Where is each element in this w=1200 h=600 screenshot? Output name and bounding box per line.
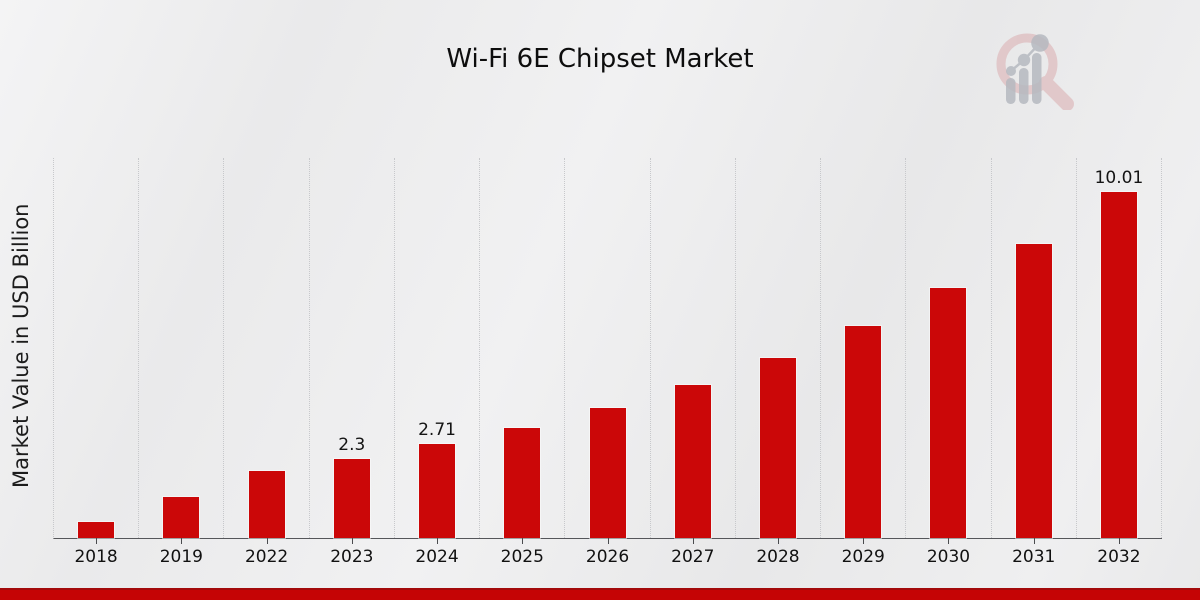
x-tick-label-2031: 2031 [1012, 547, 1056, 567]
chart-title: Wi-Fi 6E Chipset Market [446, 44, 754, 74]
x-tick-label-2022: 2022 [244, 547, 289, 567]
x-tick-label-2030: 2030 [926, 547, 971, 567]
category-slot-2028: 2028 [736, 158, 822, 567]
x-tick-label-2023: 2023 [330, 547, 374, 567]
bar-2027 [674, 385, 711, 538]
category-slot-2032: 10.01 2032 [1077, 158, 1163, 567]
footer-accent-bar [0, 588, 1200, 600]
x-tick-label-2032: 2032 [1097, 547, 1141, 567]
bar-2026 [589, 408, 626, 538]
x-axis-tick-2026 [607, 538, 609, 544]
category-slot-2024: 2.71 2024 [395, 158, 481, 567]
logo-bar-large [1032, 53, 1042, 104]
x-axis-tick-2025 [522, 538, 524, 544]
x-axis-tick-2028 [777, 538, 779, 544]
bar-2024: 2.71 [418, 420, 456, 538]
bar-2025 [504, 428, 541, 538]
x-axis-tick-2018 [96, 538, 98, 544]
logo-bar-small [1006, 78, 1016, 104]
x-tick-label-2027: 2027 [671, 547, 715, 567]
bar-2032: 10.01 [1095, 168, 1143, 538]
logo-bar-medium [1019, 68, 1029, 104]
x-axis-tick-2032 [1118, 538, 1120, 544]
category-slot-2031: 2031 [992, 158, 1077, 567]
x-axis-tick-2027 [692, 538, 694, 544]
category-slot-2019: 2019 [139, 158, 225, 567]
bar-2029 [845, 326, 882, 538]
category-slot-2026: 2026 [565, 158, 651, 567]
x-tick-label-2024: 2024 [415, 547, 459, 567]
x-tick-label-2025: 2025 [500, 547, 544, 567]
bar-2022 [248, 471, 285, 538]
bar-value-label-2024: 2.71 [418, 420, 456, 440]
x-axis-tick-2029 [863, 538, 865, 544]
x-tick-label-2028: 2028 [756, 547, 800, 567]
category-slot-2025: 2025 [480, 158, 566, 567]
category-slot-2018: 2018 [54, 158, 140, 567]
category-slot-2027: 2027 [651, 158, 736, 567]
bar-2018 [78, 522, 115, 538]
category-slot-2022: 2022 [224, 158, 310, 567]
bar-2031 [1015, 244, 1052, 538]
bar-2030 [930, 288, 967, 538]
category-slot-2023: 2.3 2023 [310, 158, 395, 567]
logo-dot-small [1006, 66, 1016, 76]
y-axis-label: Market Value in USD Billion [9, 203, 33, 489]
bar-value-label-2023: 2.3 [338, 435, 366, 455]
bar-trend-icon [1006, 34, 1049, 104]
logo-dot-medium [1017, 53, 1031, 67]
bar-value-label-2032: 10.01 [1094, 168, 1144, 188]
x-axis-tick-2022 [266, 538, 268, 544]
mrfr-logo-watermark [996, 33, 1074, 110]
magnifier-handle [1039, 76, 1074, 110]
plot-area: 2018 2019 2022 2.3 2023 2.71 2024 2025 2026 2027 2… [53, 158, 1163, 567]
x-axis-tick-2031 [1033, 538, 1035, 544]
x-tick-label-2018: 2018 [74, 547, 118, 567]
x-tick-label-2026: 2026 [585, 547, 630, 567]
category-slot-2029: 2029 [821, 158, 907, 567]
x-tick-label-2019: 2019 [159, 547, 203, 567]
x-axis-tick-2030 [948, 538, 950, 544]
bar-2028 [759, 358, 796, 538]
bar-2023: 2.3 [333, 435, 370, 538]
x-axis-tick-2023 [351, 538, 353, 544]
x-tick-label-2029: 2029 [841, 547, 885, 567]
category-slot-2030: 2030 [906, 158, 992, 567]
x-axis-tick-2019 [181, 538, 183, 544]
bar-2019 [163, 497, 200, 538]
x-axis-tick-2024 [437, 538, 439, 544]
logo-dot-large [1031, 34, 1049, 52]
